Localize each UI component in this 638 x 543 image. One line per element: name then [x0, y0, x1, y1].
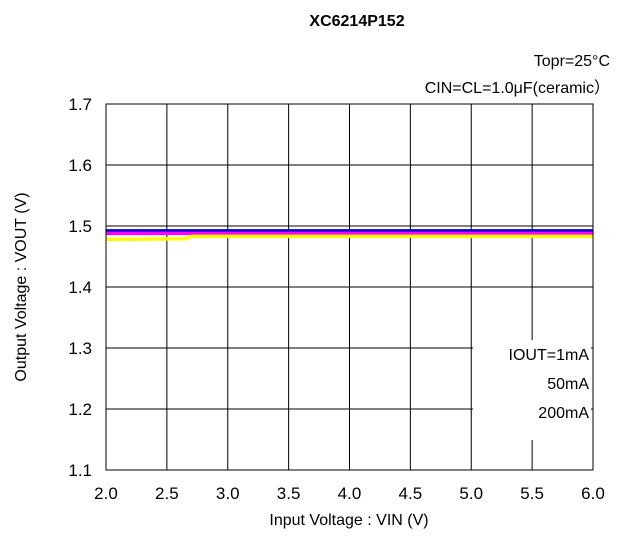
x-tick-label: 4.0 — [338, 484, 362, 503]
x-tick-label: 3.5 — [277, 484, 301, 503]
x-tick-label: 2.5 — [155, 484, 179, 503]
plot-area — [105, 103, 594, 471]
y-tick-label: 1.4 — [68, 278, 92, 297]
y-tick-label: 1.5 — [68, 217, 92, 236]
y-tick-label: 1.6 — [68, 156, 92, 175]
series-line-3 — [105, 234, 593, 242]
legend-box — [473, 340, 591, 440]
condition-temperature: Topr=25°C — [534, 53, 610, 70]
series-lines — [105, 229, 593, 242]
x-tick-label: 6.0 — [581, 484, 605, 503]
tick-labels: 2.0 2.5 3.0 3.5 4.0 4.5 5.0 5.5 6.0 1.1 1.2 1.3 1.4 1… — [68, 95, 604, 503]
chart-title: XC6214P152 — [309, 13, 404, 30]
legend-entry-2: 50mA — [547, 376, 589, 393]
x-axis-label: Input Voltage : VIN (V) — [269, 512, 428, 529]
y-tick-label: 1.3 — [68, 339, 92, 358]
x-tick-label: 5.0 — [459, 484, 483, 503]
x-tick-label: 4.5 — [399, 484, 423, 503]
x-tick-label: 5.5 — [520, 484, 544, 503]
y-tick-label: 1.2 — [68, 400, 92, 419]
gridlines — [105, 103, 594, 471]
y-tick-label: 1.7 — [68, 95, 92, 114]
legend-entry-3: 200mA — [538, 405, 589, 422]
legend: IOUT=1mA 50mA 200mA — [473, 340, 591, 440]
y-tick-label: 1.1 — [68, 461, 92, 480]
x-tick-label: 2.0 — [94, 484, 118, 503]
legend-entry-1: IOUT=1mA — [509, 347, 590, 364]
condition-capacitance: CIN=CL=1.0μF(ceramic） — [425, 79, 610, 97]
x-tick-label: 3.0 — [216, 484, 240, 503]
y-axis-label: Output Voltage : VOUT (V) — [13, 192, 30, 381]
